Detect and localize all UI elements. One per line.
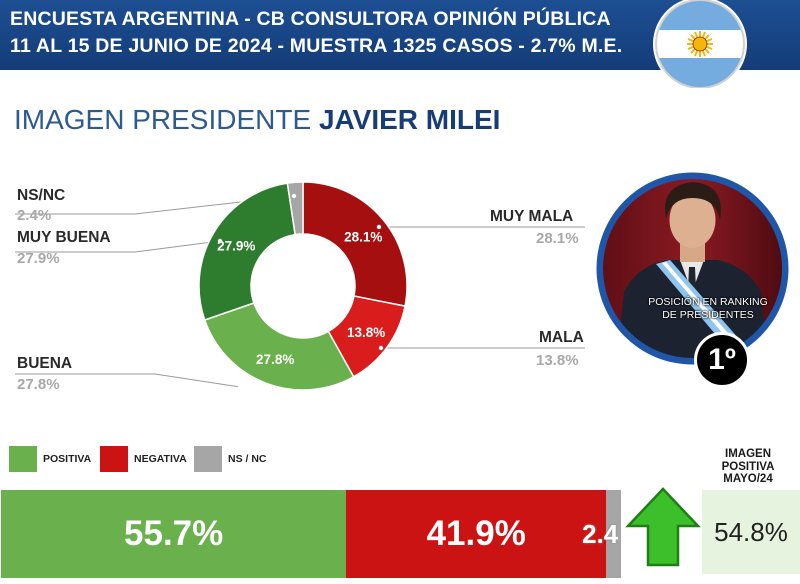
donut-label-muy-buena: 27.9% <box>217 239 255 254</box>
bar-segment-positiva <box>1 490 347 578</box>
value-buena: 27.8% <box>17 376 60 393</box>
donut-label-buena: 27.8% <box>256 352 294 367</box>
donut-label-muy-mala: 28.1% <box>344 229 382 244</box>
value-muy-mala: 28.1% <box>536 230 579 247</box>
label-mala: MALA <box>539 329 584 346</box>
ranking-caption: POSICIÓN EN RANKING DE PRESIDENTES <box>648 296 768 321</box>
donut-label-mala: 13.8% <box>347 325 385 340</box>
ranking-badge: 1º <box>694 332 750 388</box>
legend-label-nsnc: NS / NC <box>228 453 267 465</box>
title-name: JAVIER MILEI <box>318 104 501 135</box>
donut-slice-muy-buena <box>198 182 297 321</box>
leader-dot <box>217 238 223 244</box>
leader-dot <box>291 193 297 199</box>
legend-swatch-negativa <box>100 446 128 472</box>
bar-label-negativa: 41.9% <box>426 514 526 553</box>
legend-label-negativa: NEGATIVA <box>134 453 187 465</box>
legend-nsnc: NS / NC <box>194 446 267 472</box>
label-muy-buena: MUY BUENA <box>17 229 111 246</box>
leader-dot <box>376 224 382 230</box>
legend-label-positiva: POSITIVA <box>43 453 92 465</box>
donut-slice-ns-nc <box>286 181 304 236</box>
bar-segment-negativa <box>346 490 607 578</box>
up-arrow-icon <box>625 487 701 567</box>
legend-swatch-nsnc <box>194 446 222 472</box>
legend-swatch-positiva <box>9 446 37 472</box>
label-muy-mala: MUY MALA <box>490 208 574 225</box>
value-nsnc: 2.4% <box>17 207 52 224</box>
donut-slice-muy-mala <box>302 181 408 308</box>
page-title: IMAGEN PRESIDENTE JAVIER MILEI <box>14 104 500 136</box>
previous-label-line3: MAYO/24 <box>723 473 773 485</box>
bar-label-positiva: 55.7% <box>124 514 224 553</box>
title-prefix: IMAGEN PRESIDENTE <box>14 104 312 135</box>
previous-value: 54.8% <box>714 517 788 547</box>
value-muy-buena: 27.9% <box>17 250 60 267</box>
label-nsnc: NS/NC <box>17 187 66 204</box>
value-mala: 13.8% <box>536 352 579 369</box>
donut-slice-buena <box>203 302 355 391</box>
previous-label: IMAGEN POSITIVA MAYO/24 <box>702 448 794 486</box>
ranking-position: 1º <box>708 343 736 376</box>
president-portrait: POSICIÓN EN RANKING DE PRESIDENTES 1º <box>596 172 789 388</box>
label-buena: BUENA <box>17 355 73 372</box>
leader-dot <box>378 345 384 351</box>
survey-title: ENCUESTA ARGENTINA - CB CONSULTORA OPINI… <box>10 8 611 30</box>
argentina-flag-icon <box>646 0 754 91</box>
leader-line-muy-buena <box>15 240 221 253</box>
bar-label-ns-nc: 2.4 <box>582 519 619 549</box>
previous-value-box <box>702 490 800 574</box>
legend-positiva: POSITIVA <box>9 446 91 472</box>
leader-dot <box>237 384 243 390</box>
bar-segment-ns-nc <box>606 490 621 578</box>
survey-details: 11 AL 15 DE JUNIO DE 2024 - MUESTRA 1325… <box>10 35 623 57</box>
leader-line-buena <box>15 373 241 388</box>
legend-negativa: NEGATIVA <box>100 446 187 472</box>
previous-label-line1: IMAGEN <box>725 448 771 460</box>
previous-label-line2: POSITIVA <box>721 460 775 473</box>
